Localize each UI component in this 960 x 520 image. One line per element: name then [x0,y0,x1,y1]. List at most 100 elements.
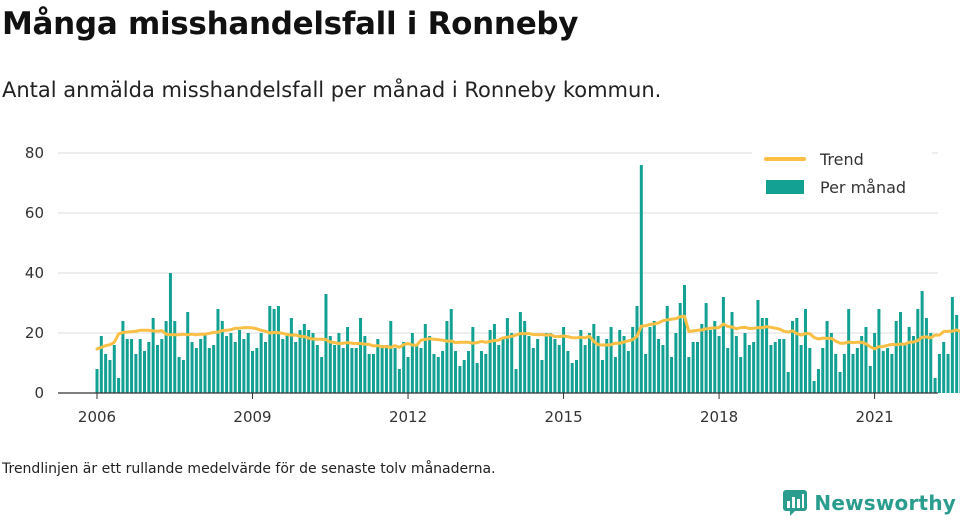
bar [877,309,881,393]
bar [272,309,276,393]
bar [842,354,846,393]
bar [829,333,833,393]
bar [605,339,609,393]
bar [812,381,816,393]
bar [916,309,920,393]
y-tick-label: 60 [25,204,44,222]
bar [652,321,656,393]
bar [186,312,190,393]
bar [847,309,851,393]
bar [626,351,630,393]
bar [380,345,384,393]
bar [894,321,898,393]
bar [531,348,535,393]
bar [890,354,894,393]
bar [834,354,838,393]
bar [419,348,423,393]
bar [242,339,246,393]
bar [328,336,332,393]
bar [683,285,687,393]
bar [540,360,544,393]
bar [747,345,751,393]
bar [575,360,579,393]
bar [281,339,285,393]
bar [143,351,147,393]
bar [752,342,756,393]
bar [609,327,613,393]
bar [743,333,747,393]
bar [514,369,518,393]
bar [173,321,177,393]
bar [488,330,492,393]
bar [600,360,604,393]
bar [350,348,354,393]
bar [903,345,907,393]
bar [678,303,682,393]
bar [544,333,548,393]
bar [860,336,864,393]
bar [402,342,406,393]
bar [873,333,877,393]
bar [799,345,803,393]
bar [536,339,540,393]
bar [367,354,371,393]
bar [613,357,617,393]
bar [920,291,924,393]
bar [618,330,622,393]
bar [458,366,462,393]
bar [108,360,112,393]
bar [484,354,488,393]
bars-layer [95,165,960,393]
bar [899,312,903,393]
bar [95,369,99,393]
bar [333,345,337,393]
bar [691,342,695,393]
bar [462,360,466,393]
bar [117,378,121,393]
bar [726,348,730,393]
bar [324,294,328,393]
bar [445,321,449,393]
bar [704,303,708,393]
bar [376,339,380,393]
bar [739,357,743,393]
bar [929,333,933,393]
newsworthy-logo-icon [783,490,808,516]
bar [648,327,652,393]
bar [803,309,807,393]
bar [155,345,159,393]
bar [216,309,220,393]
bar [592,324,596,393]
bar [501,339,505,393]
bar [924,318,928,393]
bar [475,363,479,393]
bar [307,330,311,393]
bar [432,354,436,393]
bar [765,318,769,393]
x-tick-label: 2021 [856,408,894,426]
bar [406,357,410,393]
bar [596,336,600,393]
bar [397,369,401,393]
bar [946,354,950,393]
bar [177,357,181,393]
bar [268,306,272,393]
bar [622,336,626,393]
bar [147,342,151,393]
bar [371,354,375,393]
bar [251,351,255,393]
bar [510,333,514,393]
bar [423,324,427,393]
bar [238,330,242,393]
bar [657,339,661,393]
bar [492,324,496,393]
legend-bars-swatch [766,180,804,194]
bar [298,330,302,393]
bar [782,339,786,393]
trend-line [95,314,960,351]
bar [579,330,583,393]
x-axis: 2006200920122015201820212024 [58,392,938,426]
bar [229,333,233,393]
bar [708,330,712,393]
bar [587,333,591,393]
